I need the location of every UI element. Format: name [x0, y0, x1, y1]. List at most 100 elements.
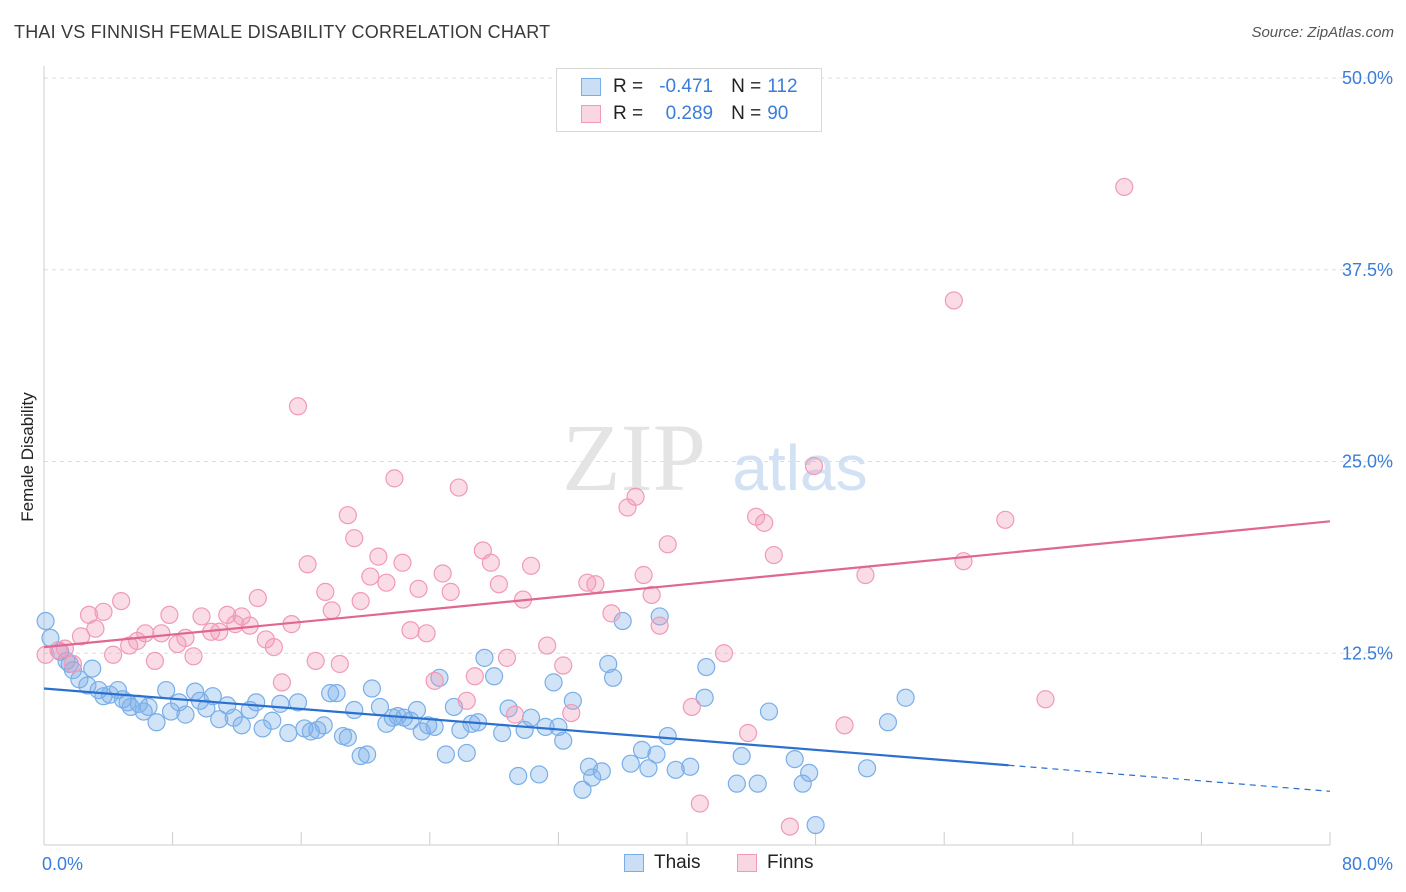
- data-point-finns: [449, 478, 468, 497]
- data-point-finns: [441, 582, 460, 601]
- data-point-thais: [345, 700, 364, 720]
- data-point-thais: [647, 745, 666, 764]
- y-tick-label: 25.0%: [1342, 452, 1393, 472]
- trend-line-thais: [43, 687, 1009, 767]
- data-point-thais: [485, 667, 504, 686]
- data-point-finns: [409, 579, 428, 598]
- data-point-thais: [83, 659, 102, 678]
- data-point-thais: [697, 657, 716, 677]
- legend-item-thais[interactable]: Thais: [624, 852, 700, 874]
- data-point-thais: [639, 759, 658, 778]
- data-point-finns: [192, 607, 211, 626]
- data-point-thais: [878, 713, 898, 732]
- data-point-finns: [1115, 177, 1134, 197]
- data-point-finns: [996, 510, 1015, 529]
- data-point-finns: [145, 651, 165, 671]
- data-point-finns: [856, 565, 875, 585]
- data-point-finns: [369, 547, 388, 566]
- data-point-thais: [785, 749, 804, 769]
- data-point-finns: [602, 604, 621, 623]
- data-point-thais: [727, 774, 746, 793]
- data-point-finns: [94, 602, 113, 621]
- legend-n-value: 90: [767, 103, 789, 124]
- data-point-finns: [481, 553, 500, 572]
- data-point-thais: [288, 693, 308, 712]
- data-point-thais: [695, 688, 714, 707]
- data-point-thais: [530, 765, 549, 784]
- data-point-finns: [322, 601, 341, 620]
- data-point-finns: [714, 644, 734, 663]
- data-point-finns: [71, 627, 91, 646]
- legend-row-finns: R = 0.289 N = 90: [581, 102, 788, 126]
- legend-n-label: N =: [731, 76, 762, 97]
- data-point-thais: [362, 679, 382, 698]
- data-point-finns: [505, 705, 525, 724]
- data-point-thais: [650, 607, 669, 626]
- data-point-finns: [658, 535, 677, 554]
- legend-swatch-finns: [581, 105, 601, 123]
- data-point-finns: [160, 605, 179, 625]
- data-point-thais: [338, 728, 357, 747]
- data-point-finns: [764, 545, 783, 565]
- data-point-finns: [626, 487, 645, 506]
- watermark: ZIP atlas: [562, 404, 868, 511]
- data-point-thais: [271, 694, 290, 713]
- data-point-thais: [321, 684, 340, 703]
- data-point-thais: [549, 717, 568, 736]
- data-point-thais: [63, 661, 83, 680]
- watermark-zip: ZIP: [562, 404, 706, 511]
- data-point-finns: [562, 703, 581, 723]
- y-tick-label: 12.5%: [1342, 643, 1393, 663]
- data-point-finns: [377, 573, 396, 592]
- data-point-thais: [78, 676, 97, 695]
- data-point-finns: [55, 639, 74, 658]
- data-point-thais: [263, 711, 282, 730]
- data-point-thais: [592, 762, 611, 781]
- data-point-thais: [157, 680, 176, 700]
- data-point-thais: [419, 716, 438, 735]
- chart-title: THAI VS FINNISH FEMALE DISABILITY CORREL…: [14, 22, 551, 42]
- legend-r-value: -0.471: [659, 76, 714, 97]
- data-point-thais: [430, 668, 449, 687]
- data-point-thais: [436, 745, 455, 764]
- data-point-thais: [232, 716, 251, 735]
- data-point-finns: [521, 556, 541, 575]
- legend-swatch-thais: [581, 78, 601, 96]
- data-point-thais: [857, 759, 877, 778]
- data-point-thais: [554, 731, 573, 750]
- legend-row-thais: R = -0.471 N = 112: [581, 75, 798, 99]
- data-point-finns: [634, 565, 653, 585]
- data-point-finns: [112, 591, 131, 611]
- trend-line-extension-thais: [1008, 764, 1331, 792]
- data-point-thais: [308, 720, 327, 740]
- data-point-thais: [327, 684, 346, 703]
- data-point-thais: [599, 654, 618, 674]
- data-point-thais: [632, 740, 652, 759]
- data-point-thais: [425, 717, 444, 736]
- data-point-finns: [954, 552, 973, 571]
- series-legend: Thais Finns: [0, 852, 1406, 876]
- data-point-thais: [358, 745, 377, 764]
- data-point-finns: [248, 588, 267, 608]
- data-point-thais: [210, 710, 229, 729]
- y-tick-label: 50.0%: [1342, 68, 1393, 88]
- data-point-finns: [63, 654, 83, 674]
- data-point-finns: [385, 469, 404, 488]
- legend-label-finns: Finns: [767, 852, 814, 873]
- data-point-finns: [433, 564, 452, 583]
- data-point-thais: [176, 705, 195, 724]
- data-point-finns: [264, 638, 283, 657]
- data-point-thais: [544, 673, 563, 692]
- legend-swatch-thais: [624, 854, 644, 872]
- data-point-thais: [351, 746, 370, 766]
- data-point-finns: [425, 671, 444, 690]
- data-point-finns: [104, 645, 123, 664]
- data-point-finns: [152, 624, 171, 643]
- data-point-finns: [738, 723, 758, 743]
- data-point-thais: [36, 611, 55, 631]
- data-point-finns: [184, 647, 203, 666]
- legend-item-finns[interactable]: Finns: [737, 852, 813, 874]
- data-point-thais: [573, 780, 592, 799]
- trend-line-finns: [43, 520, 1331, 649]
- data-point-finns: [804, 457, 824, 476]
